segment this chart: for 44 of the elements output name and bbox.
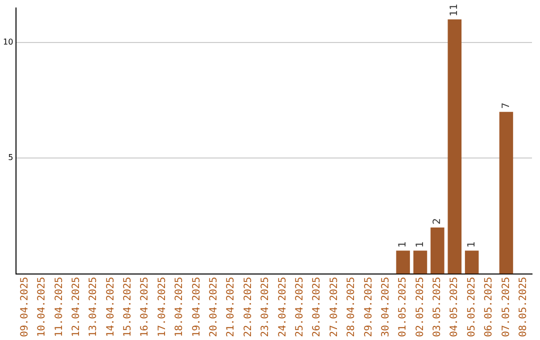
x-tick-label: 14.04.2025 (105, 276, 116, 338)
bar (499, 112, 514, 274)
y-tick-label: 5 (8, 153, 14, 162)
x-tick-label: 07.05.2025 (500, 276, 512, 338)
data-label: 1 (414, 241, 426, 248)
x-tick-label: 08.05.2025 (518, 276, 529, 338)
bar (464, 250, 479, 274)
y-tick-label: 10 (2, 38, 14, 47)
x-tick-label: 11.04.2025 (54, 276, 65, 338)
x-tick-label: 30.04.2025 (380, 276, 392, 338)
bar (413, 250, 428, 274)
x-tick-label: 13.04.2025 (88, 276, 100, 338)
x-tick-label: 28.04.2025 (346, 276, 358, 338)
x-tick-label: 25.04.2025 (294, 276, 306, 338)
x-tick-label: 12.04.2025 (70, 276, 82, 338)
bar (448, 19, 462, 274)
x-tick-label: 26.04.2025 (312, 276, 323, 338)
x-tick-label: 29.04.2025 (363, 276, 374, 338)
data-label: 1 (466, 241, 478, 248)
x-tick-label: 22.04.2025 (242, 276, 254, 338)
x-tick-label: 02.05.2025 (414, 276, 426, 338)
x-tick-label: 27.04.2025 (328, 276, 340, 338)
data-label: 1 (398, 241, 409, 248)
x-tick-label: 18.04.2025 (174, 276, 186, 338)
x-tick-label: 09.04.2025 (19, 276, 30, 338)
bar (396, 250, 410, 274)
x-tick-label: 17.04.2025 (156, 276, 168, 338)
x-tick-label: 15.04.2025 (122, 276, 134, 338)
x-tick-label: 20.04.2025 (208, 276, 220, 338)
data-label: 7 (500, 102, 512, 109)
x-tick-label: 04.05.2025 (449, 276, 460, 338)
x-tick-label: 19.04.2025 (191, 276, 202, 338)
x-tick-label: 06.05.2025 (484, 276, 495, 338)
x-tick-label: 01.05.2025 (398, 276, 409, 338)
x-tick-label: 21.04.2025 (226, 276, 237, 338)
x-tick-label: 16.04.2025 (140, 276, 151, 338)
x-tick-label: 10.04.2025 (36, 276, 48, 338)
data-label: 2 (432, 218, 444, 225)
x-tick-label: 03.05.2025 (432, 276, 444, 338)
bar (430, 228, 444, 274)
x-tick-label: 23.04.2025 (260, 276, 272, 338)
x-tick-label: 05.05.2025 (466, 276, 478, 338)
data-label: 11 (449, 4, 460, 16)
x-tick-label: 24.04.2025 (277, 276, 288, 338)
